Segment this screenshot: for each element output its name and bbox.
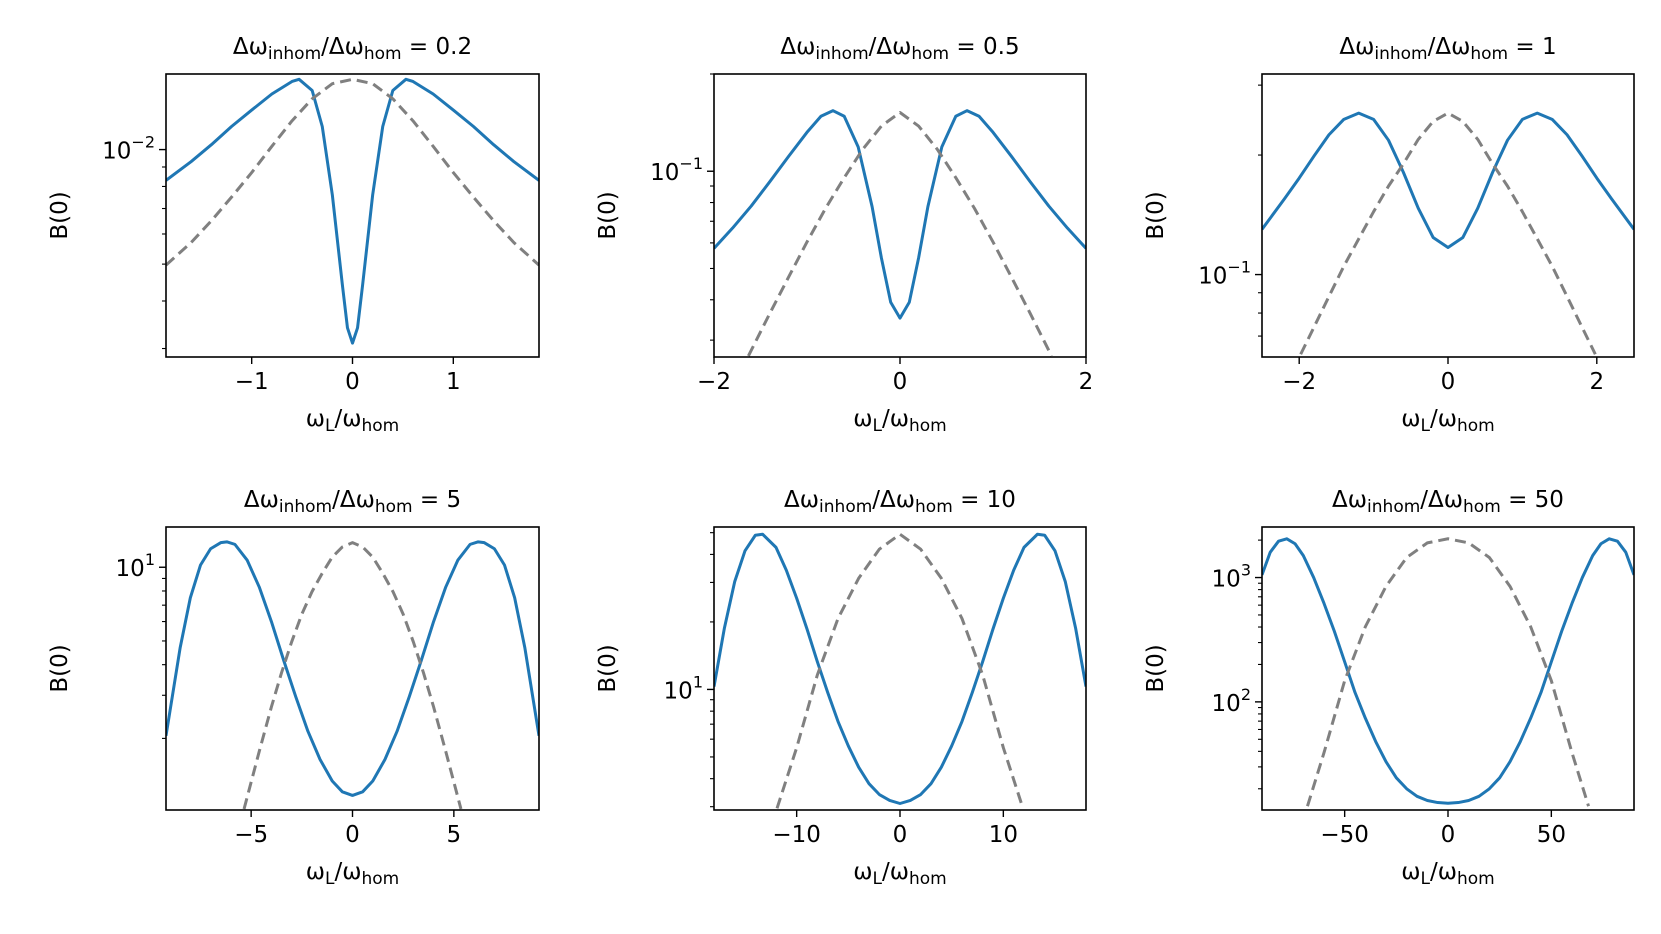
series-solid-line: [714, 109, 1086, 320]
series-solid-line: [166, 77, 539, 345]
data-point-dashed: [1571, 751, 1574, 754]
series-dashed-line: [747, 111, 1053, 357]
data-point-dashed: [1551, 265, 1554, 268]
chart-title: Δωinhom/Δωhom = 0.2: [233, 34, 472, 64]
y-axis-label: B(0): [47, 191, 73, 239]
y-tick-label: 10−1: [1198, 258, 1251, 290]
x-tick-label: 2: [1589, 369, 1604, 395]
series-dashed-line: [242, 541, 463, 810]
chart-title: Δωinhom/Δωhom = 50: [1332, 487, 1564, 517]
data-point-dashed: [1405, 556, 1408, 559]
data-point-dashed: [1342, 265, 1345, 268]
x-axis-label: ωL/ωhom: [1401, 859, 1495, 889]
data-point-dashed: [1010, 276, 1013, 279]
chart-title: Δωinhom/Δωhom = 1: [1339, 34, 1556, 64]
data-point-dashed: [351, 78, 354, 81]
series-dashed-line: [1299, 111, 1597, 355]
chart-panel-5: 101 −10 0 10 ωL/ωhom B(0) Δωinhom/Δωhom = 10: [595, 487, 1087, 889]
data-point-dashed: [1447, 112, 1450, 115]
data-point-dashed: [824, 207, 827, 210]
chart-panel-1: 10−2 −1 0 1 ωL/ωhom B(0) Δωinhom/Δωhom = 0.2: [47, 34, 540, 436]
y-tick-label: 10−1: [650, 154, 703, 186]
series-solid-line: [1262, 111, 1634, 249]
data-point-dashed: [1491, 162, 1494, 165]
x-tick-label: −2: [1282, 369, 1316, 395]
x-tick-label: −2: [697, 369, 731, 395]
x-tick-label: 0: [893, 369, 908, 395]
data-point-dashed: [361, 545, 364, 548]
x-tick-label: 2: [1079, 369, 1094, 395]
data-point-dashed: [768, 312, 771, 315]
chart-title: Δωinhom/Δωhom = 10: [784, 487, 1016, 517]
chart-title: Δωinhom/Δωhom = 5: [244, 487, 461, 517]
data-point-dashed: [981, 673, 984, 676]
series-dashed-line: [166, 77, 539, 267]
chart-title: Δωinhom/Δωhom = 0.5: [780, 34, 1019, 64]
y-tick-label: 103: [1212, 561, 1251, 593]
data-point-dashed: [1402, 162, 1405, 165]
y-tick-label: 101: [664, 672, 703, 704]
axes-frame: [713, 526, 1087, 811]
data-point-dashed: [1461, 120, 1464, 123]
x-axis-label: ωL/ωhom: [306, 859, 400, 889]
y-tick-label: 10−2: [102, 133, 155, 165]
axes-frame: [165, 526, 540, 811]
x-axis-label: ωL/ωhom: [1401, 406, 1495, 436]
data-point-dashed: [1327, 295, 1330, 298]
x-tick-label: 5: [447, 822, 462, 848]
x-tick-label: 0: [893, 822, 908, 848]
x-tick-label: −10: [772, 822, 821, 848]
axes-frame: [1261, 526, 1635, 811]
x-axis-label: ωL/ωhom: [306, 406, 400, 436]
x-tick-label: −50: [1320, 822, 1369, 848]
data-point-dashed: [1432, 120, 1435, 123]
data-point-dashed: [795, 746, 798, 749]
x-tick-label: 10: [989, 822, 1018, 848]
chart-panel-2: 10−1 −2 0 2 ωL/ωhom B(0) Δωinhom/Δωhom = 0.5: [595, 34, 1093, 436]
series-dashed-line: [1306, 537, 1590, 807]
data-point-dashed: [331, 556, 334, 559]
x-tick-label: 0: [1441, 822, 1456, 848]
x-tick-label: 0: [345, 369, 360, 395]
data-point-dashed: [861, 148, 864, 151]
x-tick-label: 0: [1441, 369, 1456, 395]
chart-panel-3: 10−1 −2 0 2 ωL/ωhom B(0) Δωinhom/Δωhom = 1: [1143, 34, 1635, 436]
y-axis-label: B(0): [47, 644, 73, 692]
data-point-dashed: [1313, 325, 1316, 328]
axes-frame: [165, 73, 540, 358]
series-solid-line: [1262, 537, 1634, 805]
data-point-dashed: [1385, 585, 1388, 588]
y-axis-label: B(0): [595, 644, 621, 692]
data-point-dashed: [492, 219, 495, 222]
x-axis-label: ωL/ωhom: [853, 859, 947, 889]
data-point-dashed: [1566, 295, 1569, 298]
x-tick-label: 50: [1537, 822, 1566, 848]
chart-panel-6: 102 103 −50 0 50 ωL/ωhom B(0) Δωinhom/Δωhom = 5…: [1143, 487, 1635, 889]
x-axis-label: ωL/ωhom: [853, 406, 947, 436]
data-point-dashed: [381, 572, 384, 575]
y-axis-label: B(0): [1143, 191, 1169, 239]
data-point-dashed: [210, 219, 213, 222]
data-point-dashed: [1467, 541, 1470, 544]
data-point-dashed: [837, 617, 840, 620]
series-solid-line: [166, 540, 539, 797]
y-axis-label: B(0): [1143, 644, 1169, 692]
chart-panel-4: 101 −5 0 5 ωL/ωhom B(0) Δωinhom/Δωhom = 5: [47, 487, 540, 889]
series-dashed-line: [775, 532, 1025, 809]
x-tick-label: 1: [446, 369, 461, 395]
data-point-dashed: [371, 556, 374, 559]
y-axis-label: B(0): [595, 191, 621, 239]
y-tick-label: 102: [1212, 685, 1251, 717]
x-tick-label: −5: [234, 822, 268, 848]
x-tick-label: −1: [235, 369, 269, 395]
data-point-dashed: [1580, 325, 1583, 328]
data-point-dashed: [843, 176, 846, 179]
y-tick-label: 101: [116, 550, 155, 582]
series-solid-line: [714, 532, 1086, 805]
axes-frame: [1261, 73, 1635, 358]
x-tick-label: 0: [345, 822, 360, 848]
